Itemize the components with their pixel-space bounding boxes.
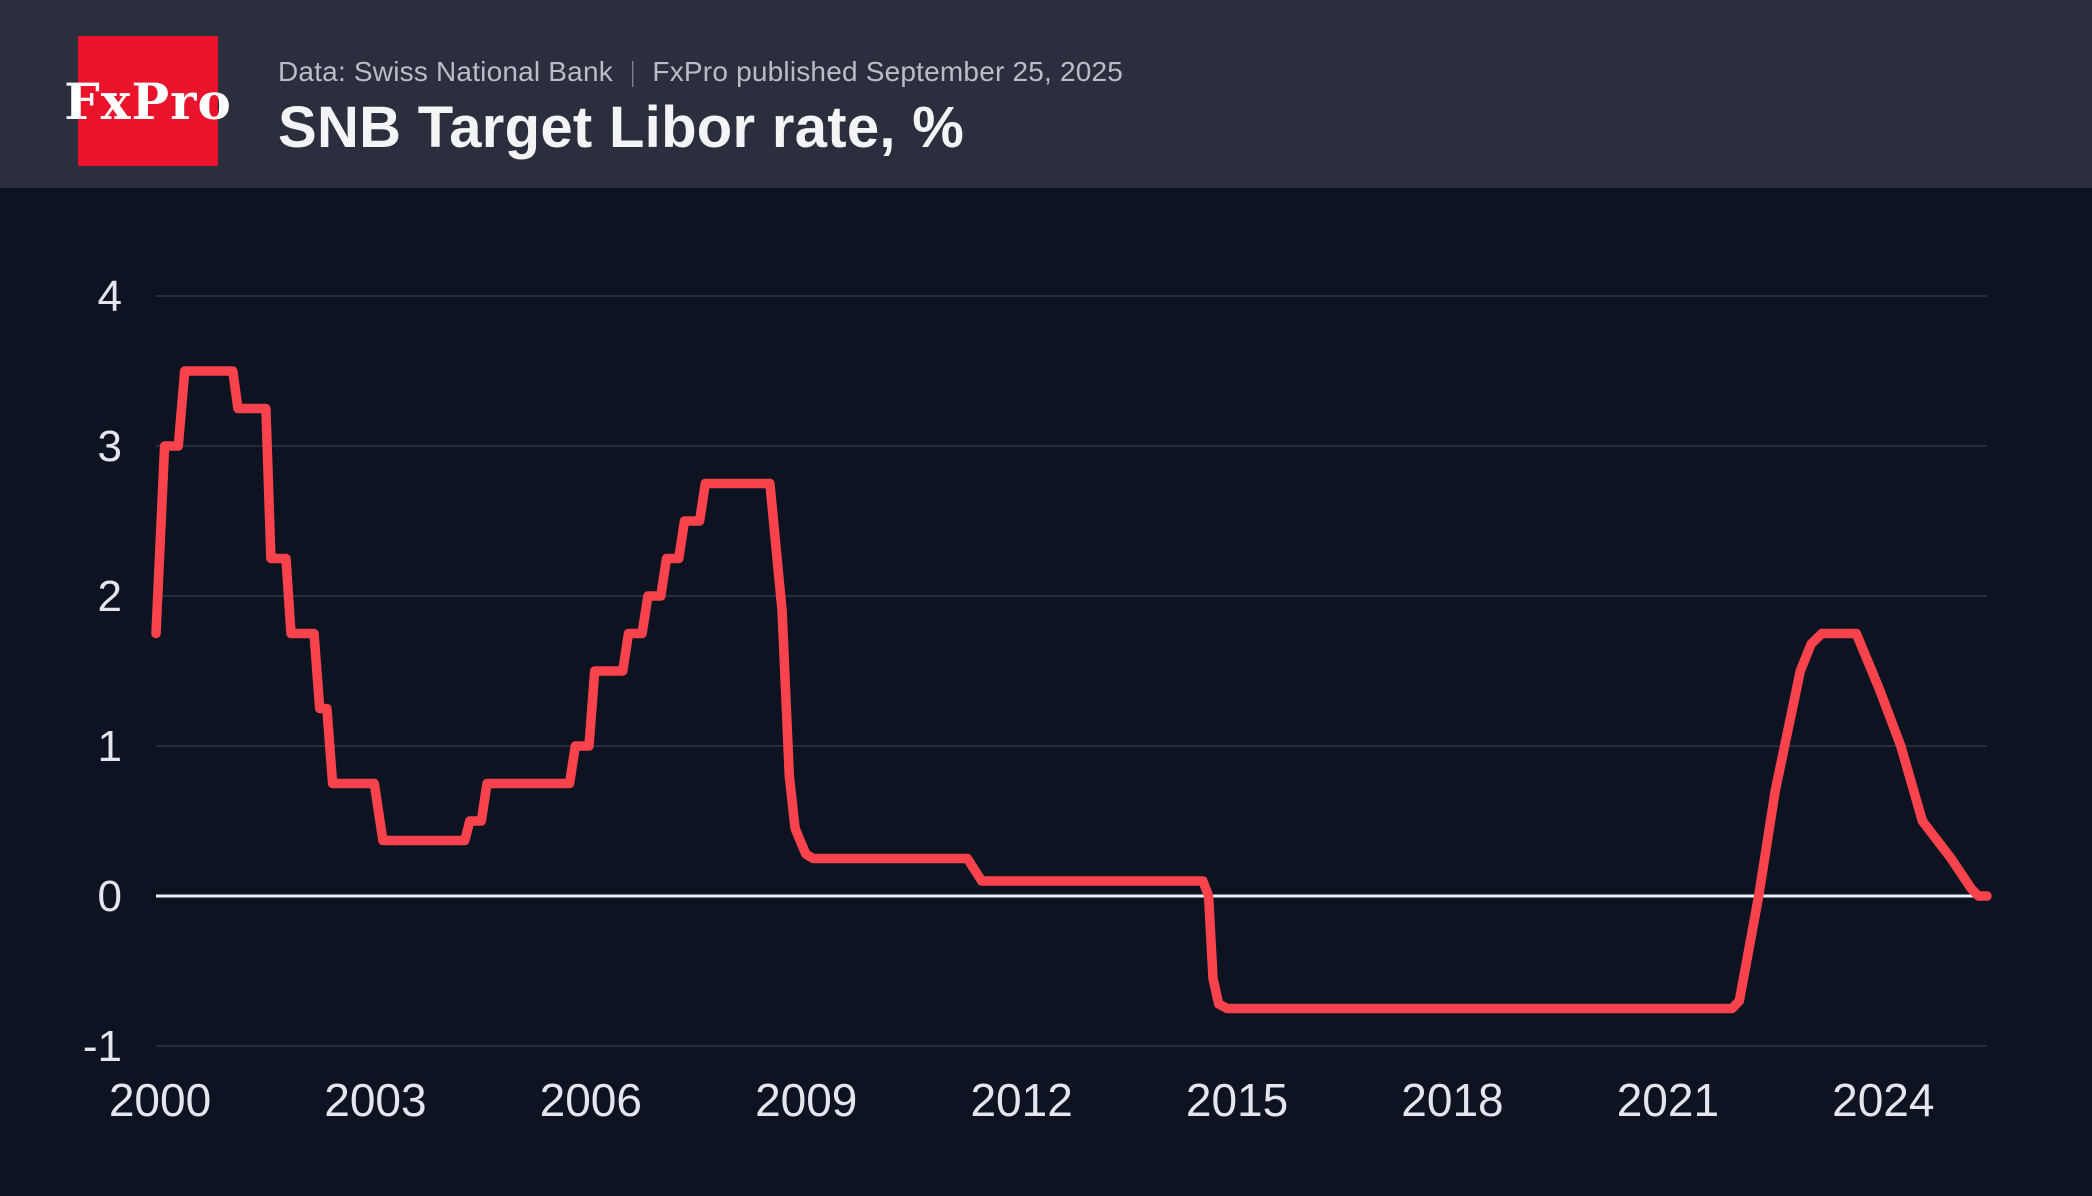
chart-title: SNB Target Libor rate, %: [278, 95, 965, 160]
x-axis-label: 2021: [1617, 1074, 1719, 1126]
y-axis-label: 1: [98, 722, 122, 771]
data-source-text: Data: Swiss National Bank: [278, 56, 613, 87]
x-axis-label: 2006: [540, 1074, 642, 1126]
y-axis-label: 4: [98, 272, 122, 321]
x-axis-label: 2000: [109, 1074, 211, 1126]
header: FxPro Data: Swiss National Bank | FxPro pu…: [0, 0, 2092, 188]
published-text: FxPro published September 25, 2025: [652, 56, 1124, 87]
x-axis-label: 2009: [755, 1074, 857, 1126]
x-axis-label: 2024: [1832, 1074, 1934, 1126]
y-axis-label: -1: [83, 1022, 122, 1071]
chart-area: 4 3 2 1 0 -1 2000 2003 2006 2009 2012 2015 2018 2021 2…: [0, 188, 2092, 1196]
x-axis-label: 2015: [1186, 1074, 1288, 1126]
y-axis-label: 3: [98, 422, 122, 471]
source-line: Data: Swiss National Bank | FxPro publishe…: [278, 56, 1123, 88]
fxpro-logo-text: FxPro: [64, 71, 232, 131]
rate-line: [151, 366, 1992, 1014]
separator: |: [630, 56, 635, 87]
x-axis-label: 2003: [324, 1074, 426, 1126]
x-axis-label: 2012: [970, 1074, 1072, 1126]
x-axis-label: 2018: [1401, 1074, 1503, 1126]
gridlines: [156, 295, 1987, 1047]
y-axis-label: 0: [98, 872, 122, 921]
fxpro-logo: FxPro: [64, 36, 231, 166]
y-axis-label: 2: [98, 572, 122, 621]
